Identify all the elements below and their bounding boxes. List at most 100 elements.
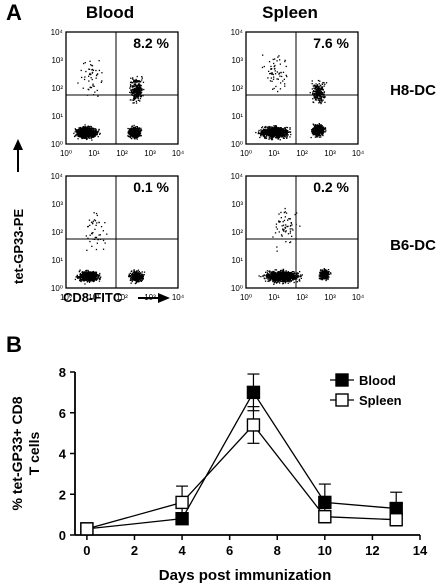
y-tick-label: 4 xyxy=(59,447,67,462)
y-tick-label: 10¹ xyxy=(231,112,243,121)
series-line xyxy=(86,423,397,530)
x-tick-label: 10³ xyxy=(144,293,156,302)
cd8-fitc-label: CD8-FITC xyxy=(63,290,123,305)
facs-dots xyxy=(74,212,146,285)
y-axis-title: % tet-GP33+ CD8 T cells xyxy=(9,396,42,510)
y-tick-label: 8 xyxy=(59,365,66,380)
y-axis-title-line: % tet-GP33+ CD8 xyxy=(9,396,25,510)
series-line xyxy=(86,391,397,530)
chart-series xyxy=(80,373,403,536)
y-tick-label: 10³ xyxy=(231,56,243,65)
x-tick-label: 10 xyxy=(318,543,332,558)
data-point-spleen xyxy=(80,522,94,536)
y-tick-label: 10⁴ xyxy=(231,172,244,181)
line-chart: 0 2 4 6 8 10 12 14 0 2 4 6 8 Blood Spleen Days post i… xyxy=(9,365,428,584)
x-tick-label: 10² xyxy=(296,149,308,158)
legend-marker xyxy=(335,393,349,407)
y-tick-label: 10¹ xyxy=(51,256,63,265)
column-header-blood: Blood xyxy=(86,3,134,22)
x-tick-label: 14 xyxy=(413,543,428,558)
facs-dots xyxy=(258,207,332,285)
row-header-b6-dc: B6-DC xyxy=(390,237,436,254)
x-tick-label: 10⁴ xyxy=(352,293,365,302)
series-blood xyxy=(80,373,403,536)
data-point-spleen xyxy=(389,513,403,527)
y-tick-label: 0 xyxy=(59,528,66,543)
x-tick-label: 10¹ xyxy=(88,149,100,158)
panel-b-letter: B xyxy=(6,332,22,357)
x-axis-title: Days post immunization xyxy=(159,567,332,584)
x-tick-label: 10¹ xyxy=(268,149,280,158)
x-tick-label: 10⁰ xyxy=(240,293,252,302)
row-header-h8-dc: H8-DC xyxy=(390,82,436,99)
y-tick-label: 10² xyxy=(231,84,243,93)
x-tick-label: 10² xyxy=(296,293,308,302)
x-tick-label: 10⁰ xyxy=(60,293,72,302)
data-point-spleen xyxy=(175,495,189,510)
x-tick-label: 10² xyxy=(116,149,128,158)
data-point-blood xyxy=(389,501,403,516)
facs-plot-blood-h8-dc: 8.2 % xyxy=(65,31,179,145)
y-tick-label: 10¹ xyxy=(231,256,243,265)
x-tick-label: 10² xyxy=(116,293,128,302)
panel-a-x-axis-label: CD8-FITC xyxy=(63,290,170,305)
quadrant-percent: 8.2 % xyxy=(133,35,169,51)
chart-axes: 0 2 4 6 8 10 12 14 0 2 4 6 8 xyxy=(59,365,428,558)
x-tick-label: 10⁴ xyxy=(172,149,185,158)
x-tick-label: 10⁴ xyxy=(172,293,185,302)
y-tick-label: 10³ xyxy=(51,56,63,65)
y-tick-label: 10⁰ xyxy=(51,140,63,149)
column-header-spleen: Spleen xyxy=(262,3,318,22)
chart-legend: Blood Spleen xyxy=(330,373,402,408)
series-spleen xyxy=(80,406,403,536)
x-tick-label: 10⁰ xyxy=(240,149,252,158)
facs-plot-spleen-b6-dc: 0.2 % xyxy=(245,175,359,289)
y-tick-label: 10⁰ xyxy=(231,140,243,149)
x-tick-label: 12 xyxy=(365,543,379,558)
x-tick-label: 10³ xyxy=(324,149,336,158)
x-tick-label: 10⁰ xyxy=(60,149,72,158)
facs-plot-blood-b6-dc: 0.1 % xyxy=(65,175,179,289)
data-point-blood xyxy=(318,495,332,510)
quadrant-percent: 7.6 % xyxy=(313,35,349,51)
y-tick-label: 10⁴ xyxy=(231,28,244,37)
panel-a-y-axis-label: tet-GP33-PE xyxy=(11,139,26,284)
y-tick-label: 10⁴ xyxy=(51,172,64,181)
y-tick-label: 10⁴ xyxy=(51,28,64,37)
y-tick-label: 10⁰ xyxy=(231,284,243,293)
y-tick-label: 6 xyxy=(59,406,66,421)
data-point-spleen xyxy=(318,509,332,524)
y-axis-title-line: T cells xyxy=(26,432,42,476)
quadrant-percent: 0.2 % xyxy=(313,179,349,195)
y-tick-label: 10¹ xyxy=(51,112,63,121)
x-tick-label: 0 xyxy=(83,543,90,558)
tet-gp33-pe-label: tet-GP33-PE xyxy=(11,209,26,284)
y-tick-label: 10³ xyxy=(51,200,63,209)
x-tick-label: 10¹ xyxy=(268,293,280,302)
y-tick-label: 10³ xyxy=(231,200,243,209)
x-tick-label: 10⁴ xyxy=(352,149,365,158)
data-point-spleen xyxy=(246,418,261,432)
facs-dots xyxy=(73,60,145,141)
quadrant-percent: 0.1 % xyxy=(133,179,169,195)
x-tick-label: 10³ xyxy=(324,293,336,302)
x-tick-label: 10¹ xyxy=(88,293,100,302)
y-tick-label: 10² xyxy=(231,228,243,237)
x-tick-label: 4 xyxy=(178,543,186,558)
legend-label: Spleen xyxy=(359,393,402,408)
panel-a-letter: A xyxy=(6,0,22,25)
x-tick-label: 6 xyxy=(226,543,233,558)
arrow-right-icon xyxy=(158,293,170,303)
facs-plot-spleen-h8-dc: 7.6 % xyxy=(245,31,359,145)
x-tick-label: 2 xyxy=(131,543,138,558)
legend-marker xyxy=(335,373,349,387)
y-tick-label: 10⁰ xyxy=(51,284,63,293)
legend-label: Blood xyxy=(359,373,396,388)
y-tick-label: 10² xyxy=(51,228,63,237)
facs-dots xyxy=(255,54,328,141)
y-tick-label: 10² xyxy=(51,84,63,93)
y-tick-label: 2 xyxy=(59,487,66,502)
data-point-blood xyxy=(246,385,261,400)
x-tick-label: 10³ xyxy=(144,149,156,158)
